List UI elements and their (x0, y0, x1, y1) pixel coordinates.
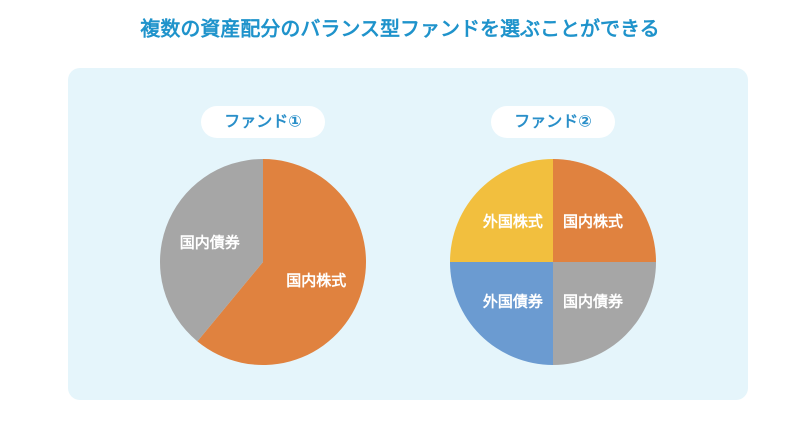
pie-slice (553, 159, 656, 262)
slice-label: 国内株式 (286, 272, 346, 290)
slice-label: 国内株式 (563, 212, 623, 230)
chart-title-pill (201, 106, 325, 138)
pie-slice (553, 262, 656, 365)
pie-slice (160, 159, 263, 342)
chart-title-pill (491, 106, 615, 138)
slice-label: 国内債券 (563, 293, 624, 311)
page-title: 複数の資産配分のバランス型ファンドを選ぶことができる (140, 17, 659, 41)
pie-slice (450, 159, 553, 262)
slice-label: 国内債券 (180, 233, 241, 251)
slice-label: 外国株式 (482, 212, 543, 230)
chart-title: ファンド② (514, 112, 592, 131)
pie-slice (197, 159, 367, 365)
slice-label: 外国債券 (482, 293, 544, 311)
pie-slice (450, 262, 553, 365)
chart-title: ファンド① (224, 112, 302, 131)
